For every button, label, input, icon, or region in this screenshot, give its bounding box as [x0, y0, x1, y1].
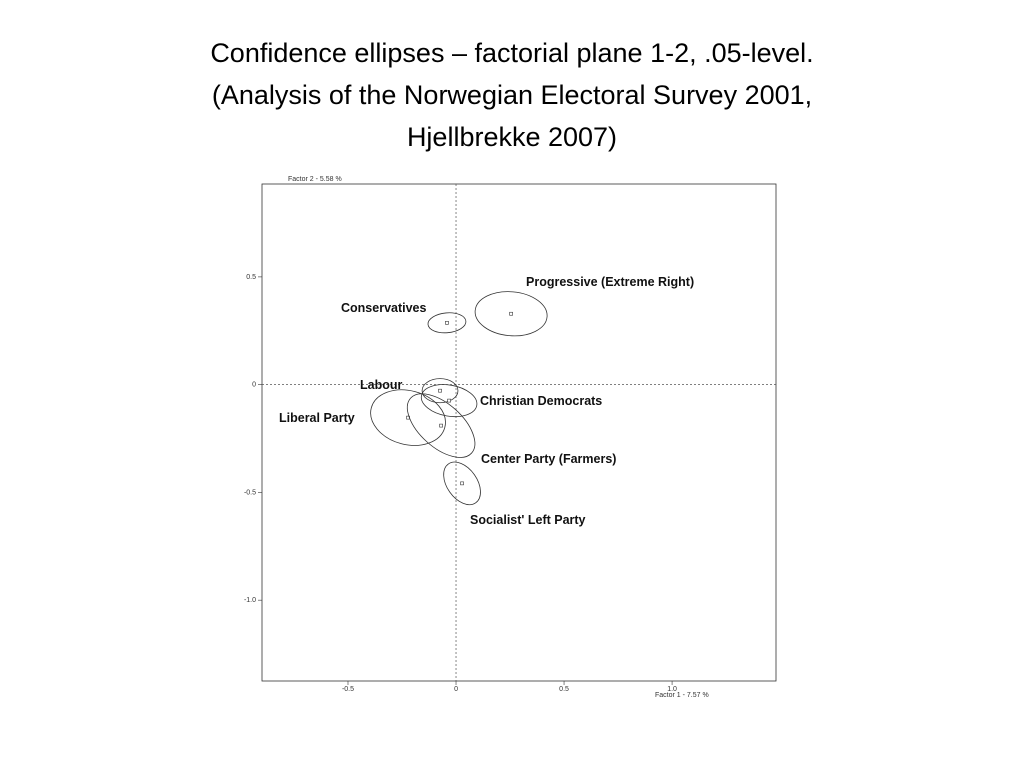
x-tick-label: -0.5	[342, 686, 354, 693]
confidence-ellipse	[443, 461, 481, 506]
x-tick-label: 0.5	[559, 686, 569, 693]
chart-title: Hjellbrekke 2007)	[407, 122, 617, 152]
x-axis-label: Factor 1 - 7.57 %	[655, 692, 709, 699]
x-tick-label: 0	[454, 686, 458, 693]
confidence-ellipse	[370, 389, 446, 446]
point	[438, 388, 442, 393]
point-label: Christian Democrats	[480, 394, 602, 408]
y-tick-label: -1.0	[244, 597, 256, 604]
point-label: Conservatives	[341, 301, 427, 315]
chart-title: (Analysis of the Norwegian Electoral Sur…	[212, 80, 812, 110]
confidence-ellipse	[420, 384, 478, 418]
confidence-ellipse	[406, 393, 476, 458]
point	[509, 311, 513, 316]
point	[447, 398, 451, 403]
y-tick-label: 0.5	[246, 274, 256, 281]
point	[445, 320, 449, 325]
y-axis-label: Factor 2 - 5.58 %	[288, 176, 342, 183]
point-label: Liberal Party	[279, 411, 355, 425]
point-label: Socialist' Left Party	[470, 513, 586, 527]
point-label: Labour	[360, 378, 402, 392]
confidence-ellipse	[474, 291, 548, 337]
point-label: Center Party (Farmers)	[481, 452, 616, 466]
y-tick-label: -0.5	[244, 489, 256, 496]
confidence-ellipse	[421, 378, 459, 404]
x-tick-label: 1.0	[667, 686, 677, 693]
point	[460, 481, 464, 486]
y-tick-label: 0	[252, 382, 256, 389]
point	[439, 423, 443, 428]
plot-frame	[261, 183, 777, 682]
chart-title: Confidence ellipses – factorial plane 1-…	[210, 38, 813, 68]
point-label: Progressive (Extreme Right)	[526, 275, 694, 289]
confidence-ellipse	[427, 312, 467, 334]
